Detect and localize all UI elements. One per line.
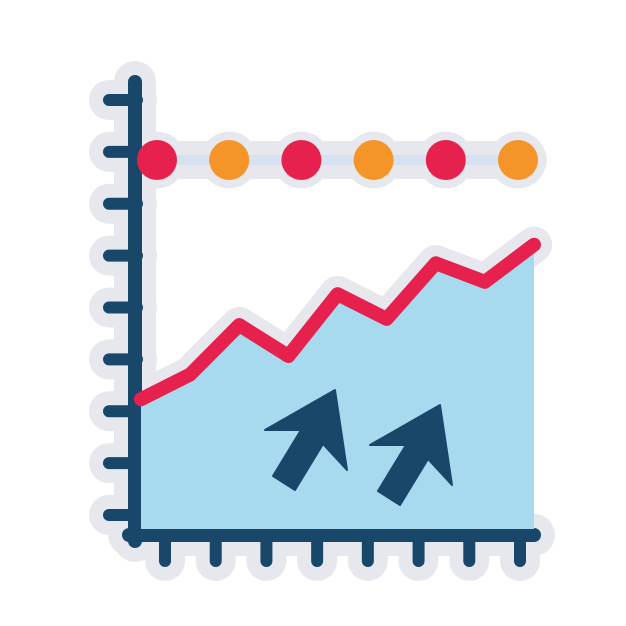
growth-chart-svg [0, 0, 626, 626]
growth-chart-icon [0, 0, 626, 626]
